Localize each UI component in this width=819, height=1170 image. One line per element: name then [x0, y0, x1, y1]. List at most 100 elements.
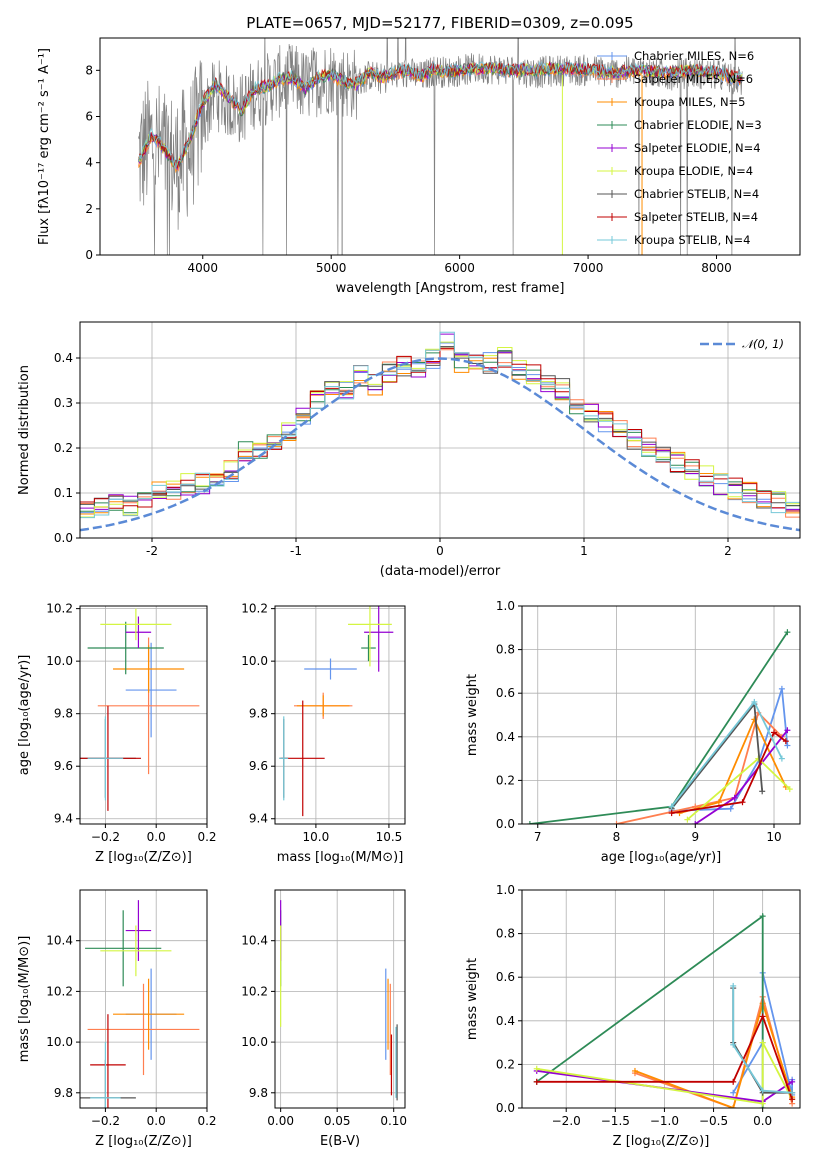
- spectrum-panel: 4000 5000 6000 7000 8000 0 2 4 6 8 wavelength [Ang…: [37, 14, 801, 296]
- y-tick-label: 0.8: [496, 927, 515, 941]
- age_vs_Z-plot-area: [80, 608, 200, 811]
- y-tick-label: 0.4: [54, 351, 73, 365]
- x-axis-label: (data-model)/error: [380, 564, 501, 579]
- legend: Chabrier MILES, N=6 Salpeter MILES, N=6 Kr…: [597, 49, 762, 247]
- y-tick-label: 0.1: [54, 486, 73, 500]
- y-tick-label: 0.4: [496, 730, 515, 744]
- x-tick-label: 9: [691, 830, 699, 844]
- x-tick-label: 2: [724, 544, 732, 558]
- legend-entry: Salpeter ELODIE, N=4: [634, 141, 761, 155]
- x-tick-label: 0.10: [380, 1114, 407, 1128]
- axes-frame: [274, 605, 406, 825]
- x-axis-label: wavelength [Angstrom, rest frame]: [336, 281, 565, 296]
- histogram-step: [80, 346, 800, 523]
- y-tick-label: 0.0: [54, 531, 73, 545]
- x-tick-label: −0.2: [91, 830, 120, 844]
- x-tick-label: −1.0: [650, 1114, 679, 1128]
- y-tick-label: 1.0: [496, 883, 515, 897]
- residuals-plot-area: [80, 331, 800, 532]
- axes-frame: [521, 889, 801, 1109]
- x-tick-label: 6000: [444, 261, 475, 275]
- weight_vs_Z-panel: −2.0 −1.5 −1.0 −0.5 0.0 0.0 0.2 0.4 0.6 0.8 1.0 Z […: [465, 883, 801, 1149]
- x-tick-label: 1: [580, 544, 588, 558]
- x-tick-label: -2: [146, 544, 158, 558]
- x-tick-label: 0.2: [197, 830, 216, 844]
- y-tick-label: 9.4: [54, 812, 73, 826]
- x-tick-label: 0.05: [324, 1114, 351, 1128]
- y-axis-label: Flux [fλ10⁻¹⁷ erg cm⁻² s⁻¹ A⁻¹]: [37, 48, 52, 245]
- x-tick-label: -1: [290, 544, 302, 558]
- y-axis-label: mass weight: [465, 674, 480, 756]
- y-tick-label: 0: [85, 248, 93, 262]
- y-axis-label: mass [log₁₀(M/M⊙)]: [17, 936, 32, 1063]
- x-tick-label: 4000: [187, 261, 218, 275]
- weight-line: [671, 688, 789, 812]
- histogram-step: [80, 331, 800, 527]
- x-axis-label: Z [log₁₀(Z/Z⊙)]: [95, 850, 192, 865]
- x-tick-label: 0.00: [267, 1114, 294, 1128]
- y-tick-label: 0.6: [496, 686, 515, 700]
- age_vs_mass-plot-area: [279, 606, 394, 817]
- axes-frame: [274, 889, 406, 1109]
- weight-line: [732, 985, 793, 1094]
- y-tick-label: 9.6: [54, 759, 73, 773]
- y-axis-label: mass weight: [465, 958, 480, 1040]
- x-tick-label: 7000: [573, 261, 604, 275]
- x-tick-label: −0.2: [91, 1114, 120, 1128]
- y-tick-label: 0.2: [54, 441, 73, 455]
- x-tick-label: 8: [613, 830, 621, 844]
- y-tick-label: 1.0: [496, 599, 515, 613]
- legend-entry: Kroupa STELIB, N=4: [634, 233, 751, 247]
- weight-line: [670, 701, 764, 810]
- x-tick-label: −2.0: [552, 1114, 581, 1128]
- weight-line: [529, 631, 789, 824]
- mass_vs_EBV-panel: 0.00 0.05 0.10 9.8 10.0 10.2 10.4 E(B-V): [241, 889, 407, 1149]
- weight-line: [670, 700, 783, 808]
- x-tick-label: −1.5: [601, 1114, 630, 1128]
- legend-entry: Chabrier MILES, N=6: [634, 49, 754, 63]
- weight-line: [536, 1013, 793, 1100]
- y-tick-label: 10.0: [241, 654, 268, 668]
- y-tick-label: 10.4: [46, 934, 73, 948]
- legend-entry: Salpeter STELIB, N=4: [634, 210, 758, 224]
- mass_vs_EBV-plot-area: [280, 900, 398, 1101]
- y-tick-label: 8: [85, 63, 93, 77]
- x-tick-label: 0: [436, 544, 444, 558]
- x-axis-label: age [log₁₀(age/yr)]: [601, 850, 722, 865]
- weight-line: [536, 1042, 793, 1105]
- weight-line: [671, 731, 787, 814]
- legend-entry: Chabrier ELODIE, N=3: [634, 118, 762, 132]
- y-tick-label: 10.0: [46, 1035, 73, 1049]
- legend-entry: Chabrier STELIB, N=4: [634, 187, 759, 201]
- weight_vs_Z-plot-area: [533, 913, 796, 1108]
- x-tick-label: 0.0: [147, 830, 166, 844]
- age_vs_Z-panel: −0.2 0.0 0.2 9.4 9.6 9.8 10.0 10.2 Z [log₁₀(Z/Z⊙…: [17, 602, 217, 865]
- x-axis-label: mass [log₁₀(M/M⊙)]: [277, 850, 404, 865]
- y-tick-label: 10.4: [241, 934, 268, 948]
- y-axis-label: age [log₁₀(age/yr)]: [17, 655, 32, 776]
- x-tick-label: 10.0: [303, 830, 330, 844]
- y-tick-label: 9.4: [249, 812, 268, 826]
- legend-entry: 𝒩(0, 1): [742, 337, 784, 351]
- axes-frame: [79, 321, 801, 539]
- legend-entry: Kroupa ELODIE, N=4: [634, 164, 753, 178]
- y-tick-label: 6: [85, 109, 93, 123]
- chart-title: PLATE=0657, MJD=52177, FIBERID=0309, z=0…: [246, 14, 633, 32]
- y-tick-label: 0.0: [496, 817, 515, 831]
- normal-curve: [80, 357, 800, 532]
- y-tick-label: 0.8: [496, 643, 515, 657]
- mass_vs_Z-panel: −0.2 0.0 0.2 9.8 10.0 10.2 10.4 Z [log₁₀(Z/Z⊙)]…: [17, 889, 217, 1149]
- axes-frame: [79, 605, 208, 825]
- y-tick-label: 9.8: [54, 1086, 73, 1100]
- y-tick-label: 10.2: [241, 602, 268, 616]
- weight-line: [634, 1000, 793, 1108]
- y-tick-label: 0.2: [496, 1057, 515, 1071]
- legend-entry: Salpeter MILES, N=6: [634, 72, 753, 86]
- y-tick-label: 9.8: [54, 707, 73, 721]
- weight_vs_age-panel: 7 8 9 10 0.0 0.2 0.4 0.6 0.8 1.0 age [log₁₀(age/yr…: [465, 599, 801, 865]
- x-tick-label: 0.2: [197, 1114, 216, 1128]
- histogram-step: [80, 346, 800, 522]
- y-tick-label: 10.0: [241, 1035, 268, 1049]
- age_vs_mass-panel: 10.0 10.5 9.4 9.6 9.8 10.0 10.2 mass [log₁₀(M/M…: [241, 602, 406, 865]
